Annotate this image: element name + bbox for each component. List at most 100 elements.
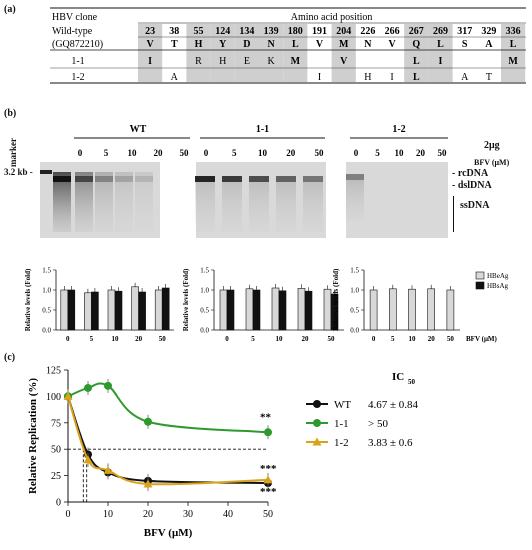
bar-ylabel: Relative levels (Fold) bbox=[332, 268, 340, 331]
bar-ytick-label: 1.0 bbox=[200, 287, 209, 295]
bar-xtick-label: 5 bbox=[391, 335, 395, 343]
bar-hbeag bbox=[84, 292, 92, 331]
shaded-column bbox=[404, 24, 429, 82]
annotation-wt: *** bbox=[260, 486, 277, 498]
bar-hbeag bbox=[245, 288, 254, 331]
c11-lane-smear bbox=[303, 182, 323, 232]
clone-residue: A bbox=[461, 72, 469, 83]
series-line-1-2 bbox=[67, 396, 269, 486]
clone-residue: M bbox=[508, 56, 518, 67]
panel-b-label: (b) bbox=[4, 108, 17, 119]
position-191: 191 bbox=[312, 26, 327, 37]
y-tick-label: 0 bbox=[56, 498, 61, 509]
bar-xtick-label: 50 bbox=[328, 335, 336, 343]
wt-residue-124: Y bbox=[219, 39, 227, 50]
bar-ytick-label: 0.0 bbox=[200, 327, 209, 335]
bar-hbeag bbox=[131, 286, 139, 331]
ic50-header: IC bbox=[392, 371, 404, 383]
clone-name: 1-1 bbox=[71, 56, 84, 67]
wt-lane-smear bbox=[135, 172, 153, 232]
dose-label: 0 bbox=[204, 148, 209, 158]
clone-residue: I bbox=[439, 56, 443, 67]
x-tick-label: 0 bbox=[66, 509, 71, 520]
wt-residue-23: V bbox=[146, 39, 154, 50]
position-226: 226 bbox=[360, 26, 375, 37]
series-line-1-1 bbox=[67, 382, 269, 434]
point-1-2 bbox=[83, 455, 93, 464]
blot-title-1-2: 1-2 bbox=[392, 124, 405, 135]
wt-lane-band bbox=[53, 176, 71, 182]
wt-residue-139: N bbox=[267, 39, 275, 50]
marker-band bbox=[40, 170, 52, 174]
bar-xtick-label: 20 bbox=[428, 335, 436, 343]
dose-label: 20 bbox=[416, 148, 426, 158]
bar-xtick-label: 0 bbox=[372, 335, 376, 343]
shaded-column bbox=[428, 24, 453, 82]
bar-hbeag bbox=[369, 289, 378, 331]
position-267: 267 bbox=[409, 26, 424, 37]
wt-residue-55: H bbox=[195, 39, 203, 50]
clone-name: 1-2 bbox=[71, 72, 84, 83]
wt-residue-204: M bbox=[339, 39, 349, 50]
wt-lane-smear bbox=[53, 172, 71, 232]
bar-hbsag bbox=[304, 290, 313, 331]
bar-ytick-label: 0.5 bbox=[200, 307, 209, 315]
shaded-column bbox=[138, 24, 163, 82]
position-139: 139 bbox=[264, 26, 279, 37]
wt-lane-smear bbox=[95, 172, 113, 232]
shaded-column bbox=[234, 24, 259, 82]
bfv-unit-label: BFV (μM) bbox=[474, 158, 510, 167]
y-tick-label: 25 bbox=[51, 471, 61, 482]
wt-lane-band bbox=[95, 176, 113, 182]
clone-residue: L bbox=[413, 72, 420, 83]
wt-lane-band bbox=[75, 176, 93, 182]
legend-swatch-HBsAg bbox=[475, 281, 485, 290]
clone-residue: M bbox=[291, 56, 301, 67]
bar-ylabel: Relative levels (Fold) bbox=[182, 268, 190, 331]
y-tick-label: 50 bbox=[51, 445, 61, 456]
legend-ic50-WT: 4.67 ± 0.84 bbox=[368, 399, 419, 411]
position-204: 204 bbox=[336, 26, 351, 37]
shaded-column bbox=[259, 24, 284, 82]
legend-name-WT: WT bbox=[334, 399, 351, 411]
wt-residue-269: L bbox=[437, 39, 444, 50]
c11-lane-band bbox=[222, 176, 242, 182]
annotation-11: ** bbox=[260, 411, 272, 423]
bar-ytick-label: 0.5 bbox=[350, 307, 359, 315]
point-1-2 bbox=[263, 475, 273, 484]
marker-label: marker bbox=[8, 138, 18, 167]
position-269: 269 bbox=[433, 26, 448, 37]
c11-lane-smear bbox=[249, 182, 269, 232]
band-label-rcdna: - rcDNA bbox=[452, 168, 489, 179]
wt-lane-smear bbox=[75, 172, 93, 232]
legend-name-1-1: 1-1 bbox=[334, 418, 349, 430]
bar-xtick-label: 20 bbox=[135, 335, 143, 343]
panel-c-label: (c) bbox=[4, 352, 16, 363]
y-tick-label: 100 bbox=[46, 392, 61, 403]
bar-x-unit: BFV (μM) bbox=[466, 335, 498, 343]
bar-ytick-label: 0.5 bbox=[42, 307, 51, 315]
blot-title-1-1: 1-1 bbox=[256, 124, 269, 135]
wt-residue-180: L bbox=[292, 39, 299, 50]
dose-label: 20 bbox=[154, 148, 164, 158]
position-55: 55 bbox=[194, 26, 204, 37]
x-axis-title: BFV (μM) bbox=[144, 527, 193, 539]
y-tick-label: 125 bbox=[46, 366, 61, 377]
wt-residue-191: V bbox=[316, 39, 324, 50]
wt-residue-336: L bbox=[510, 39, 517, 50]
bar-ytick-label: 0.0 bbox=[42, 327, 51, 335]
point-1-1 bbox=[264, 428, 272, 437]
bar-hbeag bbox=[219, 289, 228, 331]
bar-xtick-label: 50 bbox=[159, 335, 167, 343]
shaded-column bbox=[210, 24, 235, 82]
wt-lane-band bbox=[135, 176, 153, 182]
row-header: (GQ872210) bbox=[52, 39, 103, 50]
panel-a-label: (a) bbox=[4, 4, 16, 15]
bar-xtick-label: 10 bbox=[276, 335, 284, 343]
clone-residue: I bbox=[318, 72, 321, 83]
point-1-2 bbox=[143, 479, 153, 488]
bar-ytick-label: 1.5 bbox=[350, 267, 359, 275]
x-tick-label: 30 bbox=[183, 509, 193, 520]
bar-hbsag bbox=[161, 287, 170, 331]
band-label-ssdna: ssDNA bbox=[460, 200, 490, 211]
